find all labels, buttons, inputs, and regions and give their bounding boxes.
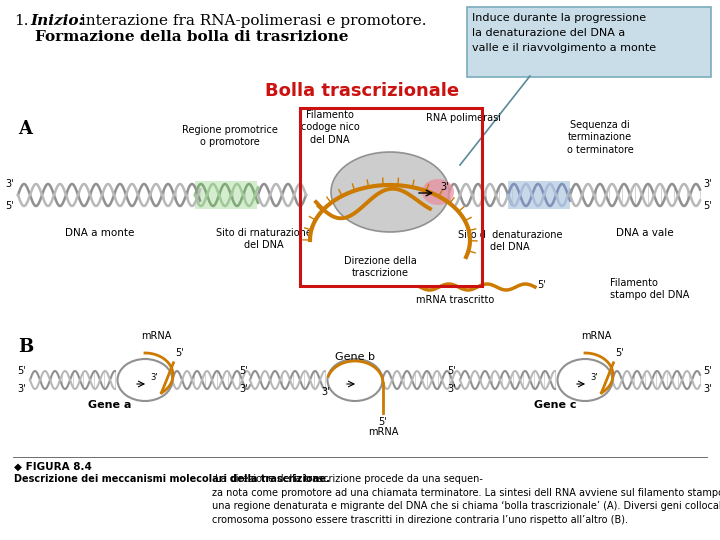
- Text: Direzione della
trascrizione: Direzione della trascrizione: [343, 256, 416, 279]
- Text: 3': 3': [239, 384, 248, 394]
- Text: Induce durante la progressione
la denaturazione del DNA a
valle e il riavvolgime: Induce durante la progressione la denatu…: [472, 13, 656, 52]
- Text: 3': 3': [17, 384, 26, 394]
- Text: 3': 3': [150, 373, 158, 381]
- Text: 3': 3': [5, 179, 14, 189]
- Text: RNA polimerasi: RNA polimerasi: [426, 113, 502, 123]
- Text: 3': 3': [703, 384, 711, 394]
- Text: interazione fra RNA-polimerasi e promotore.: interazione fra RNA-polimerasi e promoto…: [76, 14, 426, 28]
- Text: Sito d  denaturazione
del DNA: Sito d denaturazione del DNA: [458, 230, 562, 252]
- Text: 5': 5': [703, 201, 712, 211]
- Text: Filamento
stampo del DNA: Filamento stampo del DNA: [610, 278, 689, 300]
- Text: Gene a: Gene a: [89, 400, 132, 410]
- Text: mRNA: mRNA: [368, 427, 398, 437]
- Text: Sito di rnaturazione
del DNA: Sito di rnaturazione del DNA: [216, 228, 312, 251]
- Text: 1.: 1.: [14, 14, 29, 28]
- Text: 5': 5': [616, 348, 624, 358]
- Text: Formazione della bolla di trasrizione: Formazione della bolla di trasrizione: [14, 30, 348, 44]
- Text: Inizio:: Inizio:: [30, 14, 84, 28]
- Ellipse shape: [557, 359, 613, 401]
- Text: A: A: [18, 120, 32, 138]
- Text: 3': 3': [590, 373, 598, 381]
- Text: DNA a monte: DNA a monte: [66, 228, 135, 238]
- Text: mRNA: mRNA: [141, 331, 171, 341]
- Text: Sequenza di
terminazione
o terminatore: Sequenza di terminazione o terminatore: [567, 120, 634, 155]
- Ellipse shape: [422, 179, 454, 205]
- Ellipse shape: [328, 359, 382, 401]
- Text: 5': 5': [17, 366, 26, 376]
- Text: Filamento
codoge nico
del DNA: Filamento codoge nico del DNA: [301, 110, 359, 145]
- Text: 5': 5': [703, 366, 712, 376]
- Bar: [195, 181, 257, 209]
- Text: 5': 5': [537, 280, 546, 290]
- Text: mRNA: mRNA: [581, 331, 612, 341]
- Text: 3': 3': [321, 387, 330, 397]
- Text: Gene c: Gene c: [534, 400, 576, 410]
- Text: ◆ FIGURA 8.4: ◆ FIGURA 8.4: [14, 462, 92, 472]
- Text: Gene b: Gene b: [335, 352, 375, 362]
- Text: 5': 5': [239, 366, 248, 376]
- Ellipse shape: [331, 152, 449, 232]
- Text: Regione promotrice
o promotore: Regione promotrice o promotore: [182, 125, 278, 147]
- Text: 5': 5': [379, 417, 387, 427]
- Text: B: B: [18, 338, 33, 356]
- Text: 5': 5': [447, 366, 456, 376]
- Ellipse shape: [117, 359, 173, 401]
- Text: 5': 5': [5, 201, 14, 211]
- Text: Bolla trascrizionale: Bolla trascrizionale: [265, 82, 459, 100]
- Text: Descrizione dei meccanismi molecolari della trascrizione.: Descrizione dei meccanismi molecolari de…: [14, 474, 330, 484]
- Text: mRNA trascritto: mRNA trascritto: [416, 295, 494, 305]
- Bar: [300, 108, 482, 286]
- Text: DNA a vale: DNA a vale: [616, 228, 674, 238]
- Bar: [508, 181, 570, 209]
- Text: 5': 5': [176, 348, 184, 358]
- Text: La direzione della trascrizione procede da una sequen-
za nota come promotore ad: La direzione della trascrizione procede …: [212, 474, 720, 525]
- Text: 3': 3': [703, 179, 711, 189]
- Text: 3': 3': [447, 384, 456, 394]
- Text: 3': 3': [440, 182, 449, 192]
- FancyBboxPatch shape: [467, 7, 711, 77]
